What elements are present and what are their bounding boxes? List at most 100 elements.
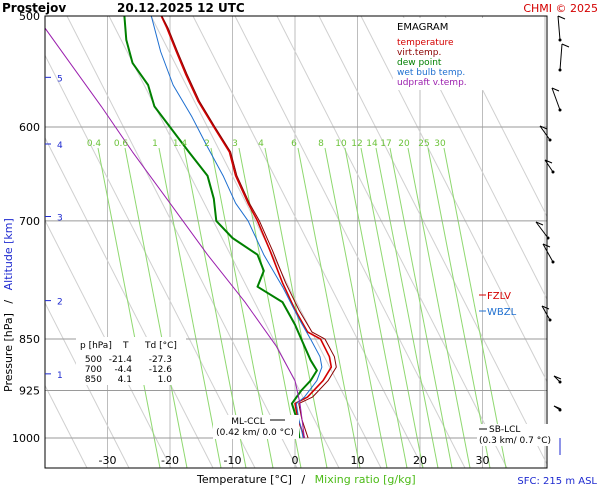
mixing-ratio-label: 0.6 [114, 139, 129, 149]
table-cell: 850 [85, 375, 102, 385]
wind-barb-staff [539, 125, 551, 141]
mixing-ratio-label: 14 [366, 139, 378, 149]
mixing-ratio-label: 3 [232, 139, 238, 149]
mixing-ratio-label: 1.4 [173, 139, 188, 149]
altitude-tick-label: 4 [57, 141, 63, 151]
wind-barb-flag [544, 159, 553, 164]
mixing-ratio-label: 0.4 [87, 139, 102, 149]
mixing-ratio-line [97, 147, 161, 468]
temperature-tick-label: 0 [292, 454, 299, 467]
wind-barb-staff [544, 159, 554, 173]
sb-lcl-annotation: SB-LCL (0.3 km/ 0.7 °C) [477, 424, 553, 446]
temperature-tick-label: -30 [99, 454, 117, 467]
wind-barb-dot [548, 138, 552, 142]
dry-adiabat-line [318, 16, 547, 466]
wind-barb-dot [558, 408, 562, 412]
table-cell: 500 [85, 355, 102, 365]
svg-text:Pressure [hPa] / A: Pressure [hPa] / Altitude [km] [2, 218, 15, 392]
wind-barb-flag [553, 405, 562, 410]
legend-entry: virt.temp. [397, 48, 441, 58]
altitude-tick-labels: 5 4 3 2 1 [45, 74, 63, 381]
mixing-ratio-labels: 0.4 0.6 1 1.4 2 3 4 6 8 10 12 14 17 20 25 30 [87, 139, 446, 149]
profile-series [45, 16, 337, 439]
altitude-tick-label: 5 [57, 74, 63, 84]
pressure-tick-label: 500 [19, 10, 40, 23]
mixing-ratio-line [360, 147, 424, 468]
mixing-ratio-line [238, 147, 302, 468]
mixing-ratio-line [443, 147, 507, 468]
station-title: Prostejov [2, 1, 66, 15]
datetime-title: 20.12.2025 12 UTC [117, 1, 245, 15]
table-cell: 1.0 [158, 375, 173, 385]
dry-adiabat-line [45, 301, 130, 468]
dry-adiabat-line [45, 54, 256, 468]
dry-adiabat-line [45, 384, 88, 468]
wind-barb-dot [546, 236, 550, 240]
table-cell: -4.4 [114, 365, 132, 375]
pressure-tick-labels: 500 600 700 850 925 1000 [12, 10, 40, 445]
data-table: p [hPa] T Td [°C] 500 -21.4 -27.3 700 -4.4 -12.6… [76, 337, 186, 385]
legend-entry: udpraft v.temp. [397, 78, 467, 88]
temperature-tick-label: -10 [224, 454, 242, 467]
mixing-ratio-label: 2 [204, 139, 210, 149]
mixing-ratio-label: 25 [418, 139, 429, 149]
pressure-tick-label: 600 [19, 121, 40, 134]
y-axis-label: Pressure [hPa] [2, 313, 15, 392]
dry-adiabat-line [402, 16, 547, 301]
altitude-tick-label: 1 [57, 371, 63, 381]
dry-adiabat-line [276, 16, 508, 468]
table-header-cell: p [hPa] [80, 341, 112, 351]
wind-barb-flag [541, 305, 550, 310]
y-axis-label-altitude: Altitude [km] [2, 218, 15, 290]
mixing-ratio-label: 8 [318, 139, 324, 149]
mixing-ratio-line [389, 147, 453, 468]
pressure-tick-label: 850 [19, 333, 40, 346]
temperature-tick-label: 10 [351, 454, 365, 467]
dry-adiabat-line [45, 136, 214, 468]
mixing-ratio-line [427, 147, 491, 468]
x-axis-title: Temperature [°C] / Mixing ratio [g/kg] [196, 473, 416, 486]
mixing-ratio-line [297, 147, 361, 468]
series-temperature-line [160, 16, 333, 439]
wind-barbs [535, 15, 570, 455]
wind-barb-flag [551, 87, 560, 92]
series-dew-point-line [123, 16, 318, 439]
table-cell: 4.1 [118, 375, 132, 385]
wind-barb-flag [561, 43, 570, 48]
temperature-tick-label: 30 [476, 454, 490, 467]
isotherm-lines [45, 16, 546, 468]
ml-ccl-annotation: ML-CCL (0.42 km/ 0.0 °C) [213, 415, 299, 439]
sb-lcl-label: SB-LCL [489, 425, 520, 435]
ml-ccl-label: ML-CCL [231, 417, 264, 427]
wind-barb-flag [535, 221, 544, 226]
mixing-ratio-line [124, 147, 188, 468]
x-axis-label-mixing: Mixing ratio [g/kg] [315, 473, 416, 486]
surface-info: SFC: 215 m ASL [517, 476, 597, 487]
temperature-tick-labels: -30 -20 -10 0 10 20 30 [99, 454, 490, 467]
table-cell: 700 [85, 365, 102, 375]
table-cell: -12.6 [149, 365, 173, 375]
mixing-ratio-label: 17 [380, 139, 391, 149]
mixing-ratio-label: 4 [258, 139, 264, 149]
dry-adiabat-line [66, 16, 298, 468]
level-marker-label: WBZL [487, 307, 517, 318]
wind-barb-dot [551, 170, 555, 174]
wind-barb-dot [558, 38, 562, 42]
altitude-tick-label: 3 [57, 213, 63, 223]
credit-text: CHMI © 2025 [523, 2, 598, 15]
mixing-ratio-line [344, 147, 408, 468]
wind-barb-dot [548, 318, 552, 322]
series-wet-bulb-temp-line [150, 16, 323, 439]
mixing-ratio-label: 1 [152, 139, 158, 149]
table-cell: -27.3 [149, 355, 172, 365]
mixing-ratio-line [183, 147, 247, 468]
wind-barb-staff [535, 221, 549, 239]
mixing-ratio-label: 20 [398, 139, 410, 149]
level-markers: FZLV WBZL [479, 291, 517, 318]
table-cell: -21.4 [109, 355, 133, 365]
dry-adiabat-line [234, 16, 466, 468]
plot-frame [44, 15, 548, 469]
mixing-ratio-label: 30 [434, 139, 446, 149]
